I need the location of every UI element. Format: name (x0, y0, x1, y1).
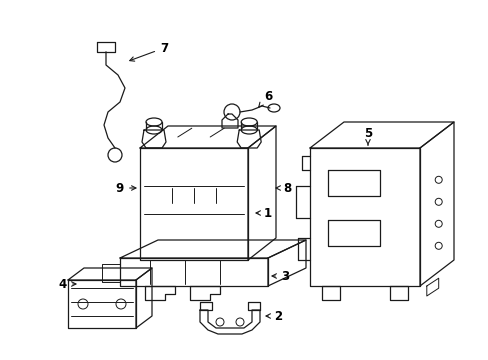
Text: 7: 7 (129, 41, 168, 61)
Text: 9: 9 (116, 181, 136, 194)
Text: 6: 6 (258, 90, 271, 107)
Text: 5: 5 (363, 126, 371, 145)
Text: 2: 2 (265, 310, 282, 323)
Text: 3: 3 (271, 270, 288, 283)
Text: 4: 4 (59, 278, 76, 291)
Text: 8: 8 (275, 181, 290, 194)
Text: 1: 1 (256, 207, 271, 220)
